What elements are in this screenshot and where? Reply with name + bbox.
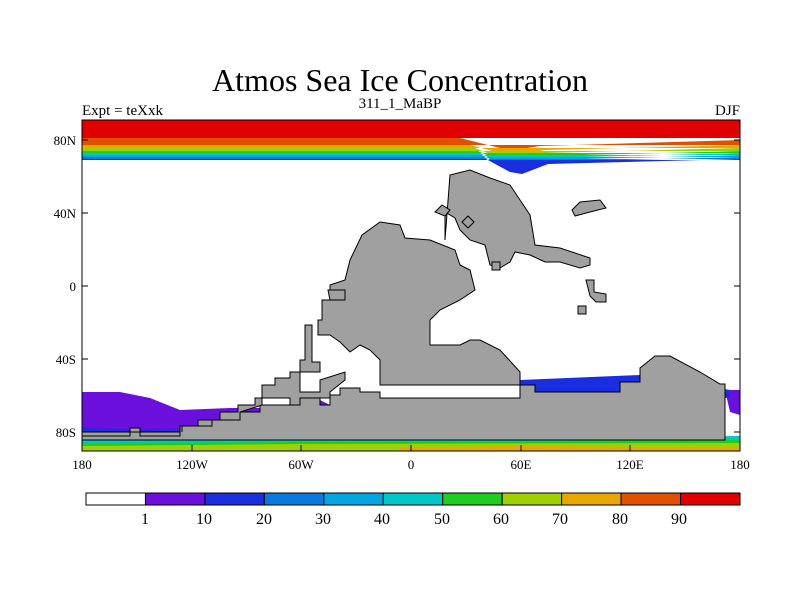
y-tick-label: 80N [54, 133, 77, 148]
ice-band-90 [82, 120, 740, 138]
arctic-ice [82, 120, 740, 174]
colorbar [85, 492, 741, 506]
colorbar-box [263, 492, 325, 506]
x-tick-label: 180 [72, 457, 92, 472]
colorbar-labels: 1 10 20 30 40 50 60 70 80 90 [141, 511, 687, 528]
colorbar-box [680, 492, 741, 506]
colorbar-label: 50 [434, 511, 450, 528]
x-tick-label: 120E [616, 457, 644, 472]
colorbar-box [561, 492, 622, 506]
x-tick-label: 60W [288, 457, 314, 472]
x-tick-label: 120W [176, 457, 209, 472]
plot-title: Atmos Sea Ice Concentration [212, 62, 588, 98]
map-field [82, 120, 740, 451]
colorbar-box [144, 492, 206, 506]
ice-band-70 [82, 145, 740, 156]
y-tick-label: 40S [56, 352, 76, 367]
ice-band-50 [82, 151, 740, 166]
small-island-3 [585, 279, 607, 303]
ice-band-80 [82, 138, 740, 150]
laurasia-europe-asia [444, 169, 591, 269]
landmasses [82, 169, 726, 441]
south-america-tip [181, 324, 346, 432]
east-asia-island [571, 199, 607, 217]
small-island-1 [434, 204, 451, 217]
colorbar-box [204, 492, 265, 506]
colorbar-box [382, 492, 444, 506]
antarctic-peninsula [82, 427, 181, 440]
small-island-2 [461, 215, 475, 229]
small-island-5 [327, 289, 346, 301]
experiment-subtitle: 311_1_MaBP [358, 96, 442, 112]
colorbar-label: 10 [196, 511, 212, 528]
season-label: DJF [714, 103, 740, 119]
colorbar-box [85, 492, 146, 506]
colorbar-label: 70 [552, 511, 568, 528]
colorbar-box [620, 492, 682, 506]
y-axis: 80N 40N 0 40S 80S [54, 133, 77, 440]
x-tick-label: 60E [511, 457, 532, 472]
ice-band-70-south [400, 446, 740, 451]
x-axis: 180 120W 60W 0 60E 120E 180 [72, 457, 750, 472]
colorbar-box [501, 492, 563, 506]
colorbar-label: 90 [671, 511, 687, 528]
experiment-label: Expt = teXxk [82, 103, 163, 119]
y-tick-label: 40N [54, 206, 77, 221]
small-island-6 [491, 261, 501, 271]
colorbar-label: 40 [374, 511, 390, 528]
colorbar-label: 80 [612, 511, 628, 528]
colorbar-box [323, 492, 384, 506]
gondwana-africa-south-america [317, 221, 521, 386]
x-tick-label: 0 [408, 457, 415, 472]
y-tick-label: 80S [56, 425, 76, 440]
x-tick-label: 180 [730, 457, 750, 472]
colorbar-label: 20 [256, 511, 272, 528]
y-tick-label: 0 [70, 279, 77, 294]
tick-marks [81, 139, 741, 451]
colorbar-label: 30 [315, 511, 331, 528]
colorbar-label: 1 [141, 511, 149, 528]
ice-band-60 [82, 148, 740, 161]
ice-band-10 [82, 159, 740, 174]
colorbar-label: 60 [493, 511, 509, 528]
colorbar-box [442, 492, 503, 506]
small-island-4 [577, 305, 587, 315]
